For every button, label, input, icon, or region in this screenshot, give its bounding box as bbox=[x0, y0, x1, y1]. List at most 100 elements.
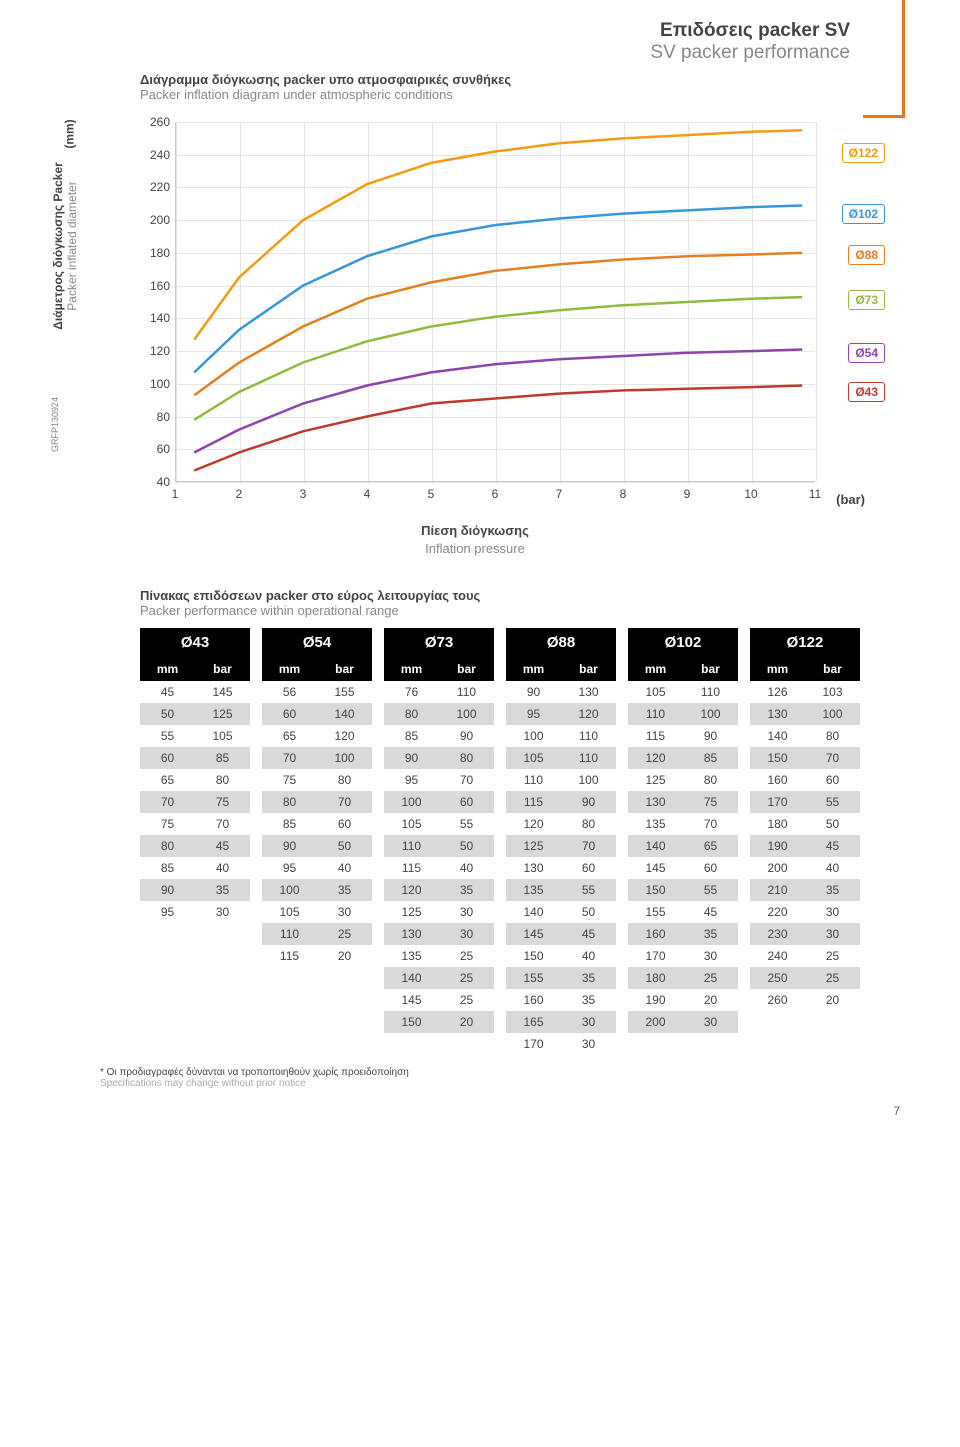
cell-bar: 85 bbox=[195, 747, 250, 769]
cell-bar: 100 bbox=[805, 703, 860, 725]
cell-bar: 100 bbox=[317, 747, 372, 769]
cell-mm: 160 bbox=[628, 923, 683, 945]
table-row: 13075 bbox=[628, 791, 738, 813]
cell-bar: 80 bbox=[561, 813, 616, 835]
table-row: 9050 bbox=[262, 835, 372, 857]
col-bar: bar bbox=[317, 657, 372, 681]
table-row: 18050 bbox=[750, 813, 860, 835]
table-row: 14560 bbox=[628, 857, 738, 879]
cell-mm: 120 bbox=[384, 879, 439, 901]
cell-bar: 45 bbox=[561, 923, 616, 945]
cell-bar: 60 bbox=[439, 791, 494, 813]
table-row: 7075 bbox=[140, 791, 250, 813]
cell-bar: 20 bbox=[317, 945, 372, 967]
cell-bar: 30 bbox=[805, 901, 860, 923]
col-bar: bar bbox=[561, 657, 616, 681]
cell-bar: 50 bbox=[317, 835, 372, 857]
cell-bar: 30 bbox=[683, 1011, 738, 1033]
series-badge: Ø43 bbox=[848, 382, 885, 402]
y-tick: 120 bbox=[140, 344, 170, 358]
cell-bar: 40 bbox=[439, 857, 494, 879]
series-Ø122 bbox=[194, 130, 802, 339]
subtitle-eng: Packer inflation diagram under atmospher… bbox=[140, 87, 910, 102]
cell-mm: 120 bbox=[628, 747, 683, 769]
x-tick: 10 bbox=[741, 487, 761, 501]
cell-mm: 95 bbox=[140, 901, 195, 923]
series-badge: Ø102 bbox=[842, 204, 885, 224]
cell-mm: 220 bbox=[750, 901, 805, 923]
table-row: 12080 bbox=[506, 813, 616, 835]
series-badge: Ø73 bbox=[848, 290, 885, 310]
series-Ø43 bbox=[194, 386, 802, 471]
cell-mm: 60 bbox=[140, 747, 195, 769]
cell-mm: 65 bbox=[262, 725, 317, 747]
cell-bar: 25 bbox=[439, 989, 494, 1011]
cell-bar: 100 bbox=[561, 769, 616, 791]
cell-mm: 200 bbox=[628, 1011, 683, 1033]
col-mm: mm bbox=[750, 657, 805, 681]
xlabel-eng: Inflation pressure bbox=[425, 541, 525, 556]
cell-mm: 150 bbox=[506, 945, 561, 967]
xlabel-greek: Πίεση διόγκωσης bbox=[421, 523, 529, 538]
table-row: 55105 bbox=[140, 725, 250, 747]
cell-bar: 30 bbox=[805, 923, 860, 945]
cell-bar: 55 bbox=[439, 813, 494, 835]
cell-mm: 150 bbox=[750, 747, 805, 769]
cell-mm: 100 bbox=[262, 879, 317, 901]
table-row: 65120 bbox=[262, 725, 372, 747]
ylabel-greek: Διάμετρος διόγκωσης Packer bbox=[51, 162, 65, 330]
cell-bar: 40 bbox=[805, 857, 860, 879]
table-row: 20040 bbox=[750, 857, 860, 879]
cell-bar: 55 bbox=[683, 879, 738, 901]
table-row: 16035 bbox=[628, 923, 738, 945]
title-eng: SV packer performance bbox=[50, 42, 850, 64]
cell-bar: 30 bbox=[561, 1033, 616, 1055]
table-row: 17030 bbox=[506, 1033, 616, 1055]
cell-mm: 115 bbox=[628, 725, 683, 747]
cell-bar: 80 bbox=[439, 747, 494, 769]
cell-mm: 160 bbox=[506, 989, 561, 1011]
cell-mm: 85 bbox=[140, 857, 195, 879]
table-diameter-header: Ø54 bbox=[262, 628, 372, 657]
table-row: 70100 bbox=[262, 747, 372, 769]
cell-mm: 95 bbox=[506, 703, 561, 725]
table-row: 14050 bbox=[506, 901, 616, 923]
cell-mm: 170 bbox=[506, 1033, 561, 1055]
y-axis-label: Διάμετρος διόγκωσης Packer Packer inflat… bbox=[51, 136, 79, 356]
table-row: 16060 bbox=[750, 769, 860, 791]
table-row: 8590 bbox=[384, 725, 494, 747]
cell-mm: 200 bbox=[750, 857, 805, 879]
cell-mm: 145 bbox=[506, 923, 561, 945]
table-row: 11050 bbox=[384, 835, 494, 857]
table-row: 126103 bbox=[750, 681, 860, 703]
chart-curves bbox=[175, 122, 815, 482]
cell-bar: 80 bbox=[683, 769, 738, 791]
cell-mm: 140 bbox=[628, 835, 683, 857]
table-diameter-header: Ø43 bbox=[140, 628, 250, 657]
table-row: 8045 bbox=[140, 835, 250, 857]
y-tick: 260 bbox=[140, 115, 170, 129]
cell-bar: 70 bbox=[561, 835, 616, 857]
cell-mm: 126 bbox=[750, 681, 805, 703]
cell-mm: 150 bbox=[384, 1011, 439, 1033]
table-row: 18025 bbox=[628, 967, 738, 989]
chart-subtitle: Διάγραμμα διόγκωσης packer υπο ατμοσφαιρ… bbox=[140, 72, 910, 102]
accent-bar bbox=[902, 0, 905, 115]
table-row: 14025 bbox=[384, 967, 494, 989]
x-axis-label: Πίεση διόγκωσης Inflation pressure bbox=[135, 522, 815, 558]
cell-bar: 35 bbox=[195, 879, 250, 901]
x-tick: 11 bbox=[805, 487, 825, 501]
cell-mm: 130 bbox=[384, 923, 439, 945]
cell-bar: 90 bbox=[683, 725, 738, 747]
table-row: 24025 bbox=[750, 945, 860, 967]
cell-mm: 130 bbox=[506, 857, 561, 879]
performance-tables: Ø43mmbar45145501255510560856580707575708… bbox=[140, 628, 910, 1055]
cell-bar: 30 bbox=[195, 901, 250, 923]
x-tick: 4 bbox=[357, 487, 377, 501]
cell-bar: 25 bbox=[439, 967, 494, 989]
cell-mm: 95 bbox=[384, 769, 439, 791]
cell-bar: 35 bbox=[561, 989, 616, 1011]
cell-bar: 65 bbox=[683, 835, 738, 857]
cell-bar: 70 bbox=[195, 813, 250, 835]
table-row: 8540 bbox=[140, 857, 250, 879]
